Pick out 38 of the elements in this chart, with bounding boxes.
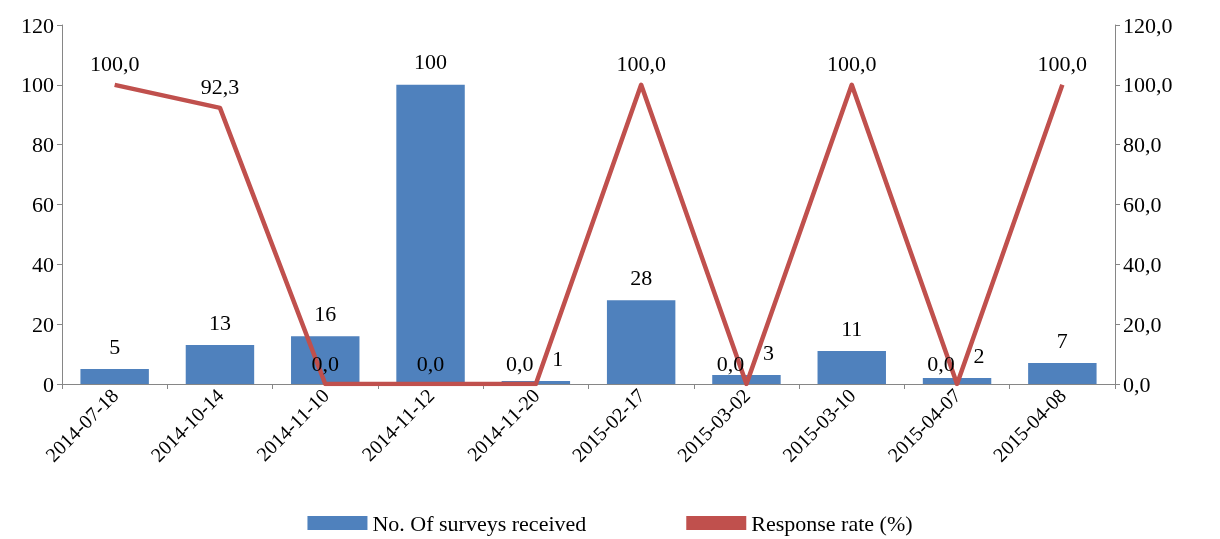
data-label: 100 [414,49,448,75]
y2-tick-label: 80,0 [1123,132,1162,158]
data-label: 100,0 [616,51,666,77]
y2-tick-label: 40,0 [1123,251,1162,277]
y-tick-label: 80 [32,132,54,158]
data-label: 0,0 [416,350,445,376]
bar [1028,363,1097,384]
y2-tick-label: 20,0 [1123,311,1162,337]
data-label: 16 [314,300,337,326]
data-label: 7 [1056,327,1068,353]
bar [185,345,255,384]
data-label: 5 [109,333,121,359]
bar [817,351,886,384]
data-label: 92,3 [200,74,240,100]
y-tick-label: 20 [32,311,54,337]
y-tick-label: 40 [32,251,54,277]
y2-tick-label: 100,0 [1123,72,1173,98]
legend-label: Response rate (%) [751,510,913,536]
bar [396,84,465,384]
bar [80,369,149,384]
data-label: 28 [630,264,653,290]
y-tick-label: 120 [21,12,54,38]
data-label: 100,0 [89,51,140,77]
legend-label: No. Of surveys received [372,510,587,536]
y-tick-label: 100 [21,72,54,98]
data-label: 100,0 [1037,51,1088,77]
y2-tick-label: 0,0 [1123,371,1151,397]
y2-tick-label: 120,0 [1123,12,1173,38]
data-label: 11 [841,315,863,341]
data-label: 2 [973,342,985,368]
y-tick-label: 60 [32,192,54,217]
data-label: 3 [762,339,774,365]
data-label: 13 [208,309,231,335]
bar [606,300,676,384]
data-label: 100,0 [827,51,877,77]
y2-tick-label: 60,0 [1123,192,1162,217]
data-label: 1 [552,345,564,371]
data-label: 0,0 [506,350,534,376]
